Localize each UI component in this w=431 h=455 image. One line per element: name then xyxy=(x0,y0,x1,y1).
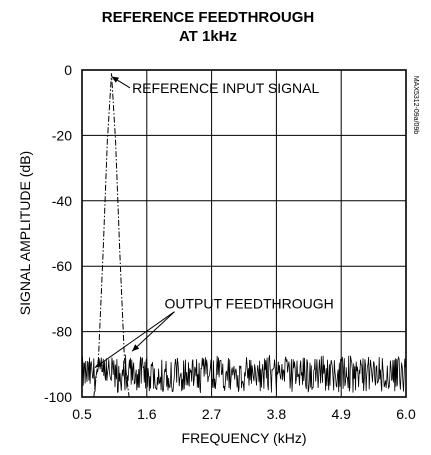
series-group xyxy=(81,73,407,398)
y-axis-label: SIGNAL AMPLITUDE (dB) xyxy=(17,151,33,315)
series-output-feedthrough-noise xyxy=(81,354,407,393)
annotation-reference-input-label: REFERENCE INPUT SIGNAL xyxy=(132,80,319,96)
x-tick-label-0: 0.5 xyxy=(72,406,92,422)
annotation-output-feedthrough-arrow-1-head xyxy=(132,344,140,352)
annotation-output-feedthrough-arrow-1-line xyxy=(131,311,175,352)
annotations: REFERENCE INPUT SIGNAL OUTPUT FEEDTHROUGH xyxy=(94,76,334,368)
x-tick-label-5: 6.0 xyxy=(396,406,416,422)
x-tick-label-1: 1.6 xyxy=(137,406,157,422)
annotation-reference-input-arrow-0-head xyxy=(111,76,119,83)
x-tick-label-2: 2.7 xyxy=(202,406,222,422)
annotation-output-feedthrough-arrow-0-line xyxy=(94,311,175,368)
y-tick-labels: 0 -20 -40 -60 -80 -100 xyxy=(44,62,72,405)
grid xyxy=(81,69,407,398)
y-tick-label-0: 0 xyxy=(64,62,72,78)
y-tick-label-5: -100 xyxy=(44,389,72,405)
series-reference-input-line xyxy=(82,73,406,398)
chart-subtitle: AT 1kHz xyxy=(179,28,237,45)
x-tick-label-3: 3.8 xyxy=(267,406,287,422)
y-tick-label-2: -40 xyxy=(52,193,72,209)
x-tick-label-4: 4.9 xyxy=(331,406,351,422)
figure-id: MAX5312-09a/09b xyxy=(412,76,419,134)
annotation-output-feedthrough-arrow-0-head xyxy=(94,361,103,368)
x-axis-label: FREQUENCY (kHz) xyxy=(182,430,307,446)
annotation-output-feedthrough-label: OUTPUT FEEDTHROUGH xyxy=(164,296,333,312)
y-tick-label-4: -80 xyxy=(52,324,72,340)
y-tick-label-1: -20 xyxy=(52,127,72,143)
plot-frame xyxy=(81,69,407,398)
x-tick-labels: 0.5 1.6 2.7 3.8 4.9 6.0 xyxy=(72,406,416,422)
chart-title: REFERENCE FEEDTHROUGH xyxy=(102,9,315,26)
y-tick-label-3: -60 xyxy=(52,258,72,274)
